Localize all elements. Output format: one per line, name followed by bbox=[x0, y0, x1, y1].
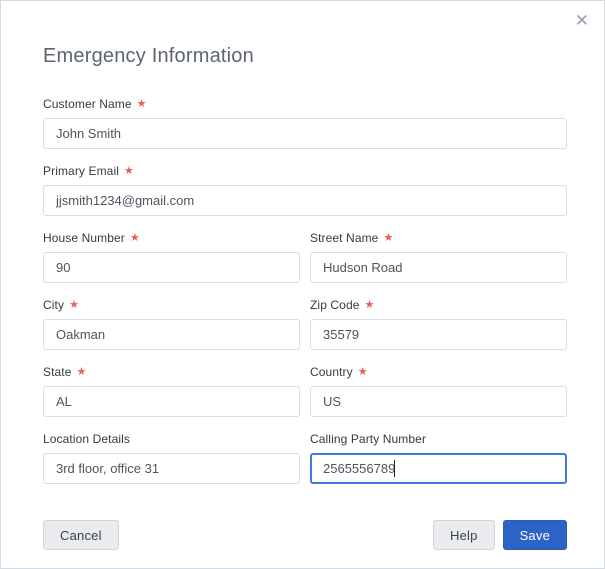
save-button[interactable]: Save bbox=[502, 520, 567, 550]
state-label: State ★ bbox=[43, 365, 87, 379]
house-number-input[interactable] bbox=[43, 252, 300, 283]
help-button[interactable]: Help bbox=[433, 520, 495, 550]
primary-email-label: Primary Email ★ bbox=[43, 164, 134, 178]
country-label: Country ★ bbox=[310, 365, 368, 379]
required-star-icon: ★ bbox=[357, 366, 368, 378]
address-row-2: City ★ Zip Code ★ bbox=[43, 299, 567, 366]
primary-email-input[interactable] bbox=[43, 185, 567, 216]
street-name-input[interactable] bbox=[310, 252, 567, 283]
zip-code-label: Zip Code ★ bbox=[310, 298, 375, 312]
field-calling-party-number: Calling Party Number bbox=[310, 433, 567, 484]
customer-name-label: Customer Name ★ bbox=[43, 97, 147, 111]
cancel-button[interactable]: Cancel bbox=[43, 520, 119, 550]
city-label: City ★ bbox=[43, 298, 80, 312]
field-state: State ★ bbox=[43, 366, 300, 417]
text-cursor bbox=[394, 460, 395, 477]
address-row-1: House Number ★ Street Name ★ bbox=[43, 232, 567, 299]
field-country: Country ★ bbox=[310, 366, 567, 417]
required-star-icon: ★ bbox=[69, 299, 80, 311]
calling-party-number-input-wrap bbox=[310, 453, 567, 484]
close-icon[interactable]: ✕ bbox=[574, 11, 589, 30]
city-input[interactable] bbox=[43, 319, 300, 350]
location-details-input[interactable] bbox=[43, 453, 300, 484]
footer-right-buttons: Help Save bbox=[433, 520, 567, 550]
details-row: Location Details Calling Party Number bbox=[43, 433, 567, 500]
country-input[interactable] bbox=[310, 386, 567, 417]
customer-name-input[interactable] bbox=[43, 118, 567, 149]
dialog-content: Emergency Information Customer Name ★ Pr… bbox=[1, 1, 604, 550]
field-location-details: Location Details bbox=[43, 433, 300, 484]
field-customer-name: Customer Name ★ bbox=[43, 98, 567, 149]
required-star-icon: ★ bbox=[129, 232, 140, 244]
page-title: Emergency Information bbox=[43, 45, 254, 67]
field-house-number: House Number ★ bbox=[43, 232, 300, 283]
zip-code-input[interactable] bbox=[310, 319, 567, 350]
house-number-label: House Number ★ bbox=[43, 231, 140, 245]
location-details-label: Location Details bbox=[43, 432, 130, 446]
required-star-icon: ★ bbox=[76, 366, 87, 378]
required-star-icon: ★ bbox=[364, 299, 375, 311]
state-input[interactable] bbox=[43, 386, 300, 417]
field-primary-email: Primary Email ★ bbox=[43, 165, 567, 216]
calling-party-number-label: Calling Party Number bbox=[310, 432, 427, 446]
street-name-label: Street Name ★ bbox=[310, 231, 394, 245]
field-zip-code: Zip Code ★ bbox=[310, 299, 567, 350]
calling-party-number-input[interactable] bbox=[310, 453, 567, 484]
dialog-footer: Cancel Help Save bbox=[43, 520, 567, 550]
required-star-icon: ★ bbox=[123, 165, 134, 177]
required-star-icon: ★ bbox=[136, 98, 147, 110]
required-star-icon: ★ bbox=[383, 232, 394, 244]
field-street-name: Street Name ★ bbox=[310, 232, 567, 283]
address-row-3: State ★ Country ★ bbox=[43, 366, 567, 433]
field-city: City ★ bbox=[43, 299, 300, 350]
